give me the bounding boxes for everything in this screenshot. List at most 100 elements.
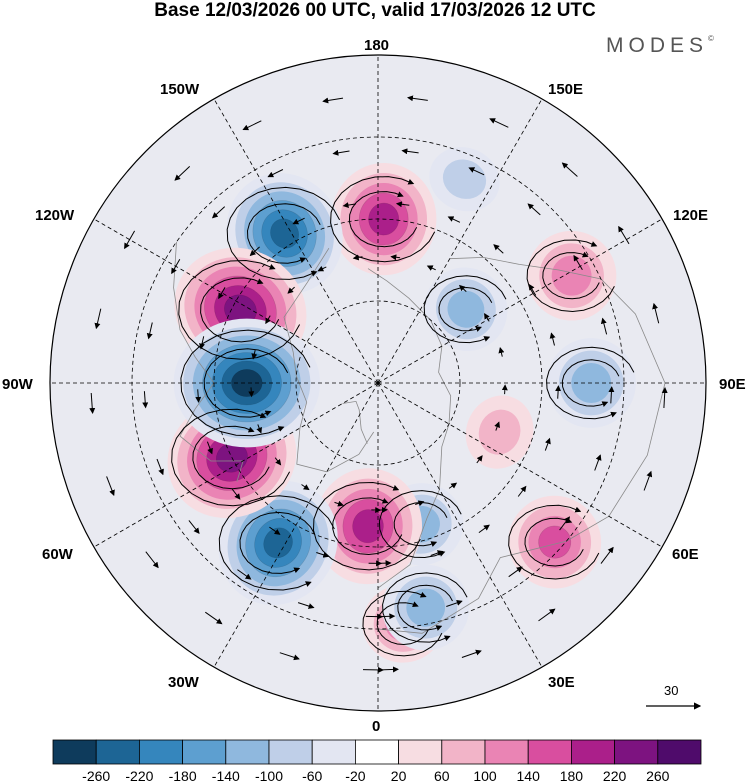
meridian-line <box>213 382 379 668</box>
brand-mark: © <box>708 34 714 43</box>
wind-arrow <box>94 308 102 330</box>
wind-arrow <box>390 254 401 261</box>
wind-arrow <box>661 387 668 409</box>
wind-arrow <box>478 524 490 534</box>
wind-arrow <box>594 454 602 471</box>
colorbar-swatch <box>354 739 399 765</box>
wind-arrow <box>395 201 410 208</box>
coastline-3 <box>377 256 666 634</box>
anomaly-positive-50E <box>508 495 602 589</box>
wind-arrow <box>265 315 271 325</box>
streamline <box>546 346 635 420</box>
wind-arrow <box>249 246 260 257</box>
lon-label-0: 0 <box>372 718 381 735</box>
colorbar-tick-label: 220 <box>603 768 627 783</box>
wind-arrow <box>171 258 181 275</box>
graticule <box>50 55 706 711</box>
meridian-line <box>377 382 663 548</box>
coastline-4 <box>342 400 368 444</box>
wind-arrow <box>448 482 458 489</box>
streamline <box>378 490 462 559</box>
wind-arrow <box>301 484 310 491</box>
colorbar-swatch <box>52 739 97 765</box>
lon-label-120e: 120E <box>673 207 709 224</box>
wind-arrow <box>426 265 436 271</box>
wind-arrow <box>334 500 344 507</box>
colorbar-tick-label: -260 <box>82 768 110 783</box>
streamline <box>180 329 311 437</box>
wind-arrow <box>205 611 223 625</box>
streamlines <box>89 95 668 673</box>
wind-arrow <box>573 254 583 270</box>
lon-label-180: 180 <box>364 37 390 54</box>
wind-arrow <box>274 457 282 466</box>
wind-arrow <box>498 347 505 357</box>
colorbar-swatch <box>311 739 356 765</box>
colorbar-tick-label: -100 <box>255 768 283 783</box>
coastline-0 <box>283 247 375 473</box>
latitude-circle <box>295 300 461 466</box>
wind-arrow <box>527 203 541 216</box>
wind-arrow <box>528 283 537 296</box>
wind-arrow <box>211 206 226 219</box>
wind-arrow <box>317 265 327 272</box>
colorbar-tick-label: 20 <box>391 768 407 783</box>
wind-arrow <box>279 652 300 661</box>
wind-arrow <box>199 336 205 350</box>
colorbar-tick-label: 140 <box>517 768 541 783</box>
streamline <box>332 497 403 556</box>
streamline <box>330 176 436 263</box>
wind-arrow <box>156 458 164 476</box>
wind-arrow <box>206 441 213 455</box>
lon-label-30w: 30W <box>168 674 199 691</box>
colorbar-tick-label: 180 <box>560 768 584 783</box>
colorbar-tick-label: 100 <box>473 768 497 783</box>
coastline-1 <box>173 241 244 482</box>
streamline <box>178 259 301 360</box>
colorbar-tick-label: -180 <box>169 768 197 783</box>
wind-arrow <box>608 386 615 404</box>
wind-arrow <box>106 476 115 497</box>
wind-arrow <box>517 485 527 497</box>
streamline <box>542 251 600 300</box>
streamline <box>397 584 453 631</box>
colorbar-swatch <box>527 739 572 765</box>
map-title: Base 12/03/2026 00 UTC, valid 17/03/2026… <box>154 0 596 21</box>
meridian-line <box>213 98 379 384</box>
wind-arrow <box>287 286 295 294</box>
wind-arrow <box>124 230 136 250</box>
colorbar-swatch <box>182 739 227 765</box>
wind-arrow <box>484 312 490 322</box>
reference-vector-label: 30 <box>664 683 679 698</box>
wind-arrow <box>544 437 551 451</box>
wind-arrow <box>600 317 608 335</box>
lon-label-60w: 60W <box>42 546 73 563</box>
lon-label-120w: 120W <box>35 207 75 224</box>
colorbar-tick-label: 260 <box>646 768 670 783</box>
colorbar-swatch <box>441 739 486 765</box>
wind-arrow <box>447 216 461 223</box>
wind-arrow <box>446 599 463 607</box>
streamline <box>376 601 429 646</box>
streamline <box>192 425 270 490</box>
wind-arrow <box>231 488 241 500</box>
wind-arrow <box>461 649 482 658</box>
wind-arrow <box>292 217 305 225</box>
streamline <box>239 511 315 574</box>
wind-arrow <box>297 602 315 609</box>
wind-arrow <box>561 162 578 177</box>
colorbar-tick-label: -140 <box>212 768 240 783</box>
meridian-line <box>377 98 543 384</box>
lon-label-60e: 60E <box>672 546 699 563</box>
colorbar-swatch <box>225 739 270 765</box>
wind-arrow <box>555 385 562 399</box>
colorbar-swatch <box>657 739 702 765</box>
colorbar-swatch <box>95 739 140 765</box>
wind-arrow <box>508 566 523 578</box>
wind-arrow <box>188 520 200 534</box>
meridian-line <box>93 218 379 384</box>
wind-arrow <box>501 384 508 395</box>
wind-arrow <box>256 424 263 434</box>
colorbar-swatch <box>614 739 659 765</box>
